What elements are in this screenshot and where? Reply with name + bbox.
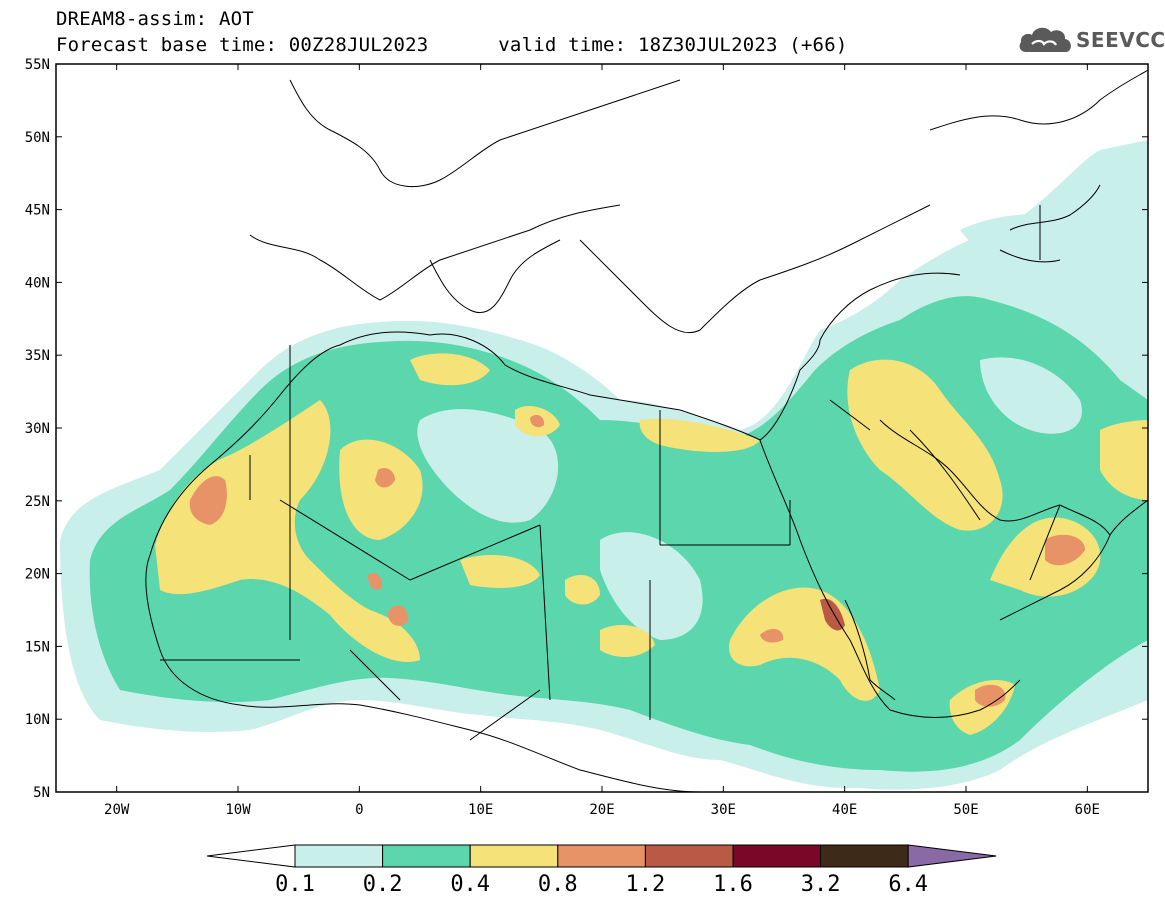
lat-label: 30N: [25, 421, 50, 437]
lat-label: 55N: [25, 57, 50, 73]
aot-band-0.4: [1100, 420, 1148, 500]
colorbar-labels: 0.1 0.2 0.4 0.8 1.2 1.6 3.2 6.4: [0, 872, 1165, 900]
aot-band-0.4: [460, 555, 540, 588]
colorbar-level-label: 0.1: [275, 872, 315, 897]
lat-label: 35N: [25, 348, 50, 364]
aot-band-0.8: [189, 476, 227, 525]
aot-band-0.8: [760, 628, 784, 643]
lon-label: 40E: [832, 802, 857, 818]
lat-label: 10N: [25, 712, 50, 728]
lon-label: 20W: [104, 802, 130, 818]
colorbar-swatch: [732, 844, 822, 868]
time-info: Forecast base time: 00Z28JUL2023 valid t…: [56, 34, 847, 56]
lon-label: 60E: [1075, 802, 1100, 818]
aot-band-0.8: [388, 605, 409, 626]
colorbar-arrow-low: [206, 844, 296, 868]
colorbar-arrow-high: [907, 844, 997, 868]
colorbar-level-label: 6.4: [888, 872, 929, 897]
colorbar-level-label: 1.2: [625, 872, 666, 897]
lon-label: 20E: [589, 802, 614, 818]
aot-band-0.8: [975, 684, 1006, 707]
aot-patch-low: [417, 409, 559, 523]
colorbar-swatch: [644, 844, 734, 868]
aot-band-0.8: [1045, 534, 1085, 566]
seevccc-logo: SEEVCCC: [1018, 22, 1165, 58]
colorbar-level-label: 0.8: [537, 872, 578, 897]
aot-band-0.4: [729, 587, 880, 701]
coastlines: [145, 69, 1148, 792]
colorbar-swatch: [557, 844, 646, 868]
lon-label: 10E: [468, 802, 493, 818]
lat-label: 5N: [33, 785, 50, 801]
colorbar: [206, 844, 997, 868]
aot-band-0.4: [410, 353, 490, 386]
latitude-axis: 55N 50N 45N 40N 35N 30N 25N 20N 15N 10N 5N: [25, 57, 1148, 801]
lat-label: 15N: [25, 639, 50, 655]
colorbar-level-label: 0.4: [450, 872, 491, 897]
aot-field: [60, 140, 1148, 790]
aot-band-0.4: [565, 575, 600, 605]
aot-band-0.4: [155, 400, 420, 662]
longitude-axis: 20W 10W 0 10E 20E 30E 40E 50E 60E: [104, 64, 1100, 818]
aot-band-0.8: [530, 414, 545, 428]
aot-band-0.4: [639, 418, 760, 452]
lat-label: 25N: [25, 494, 50, 510]
colorbar-level-label: 0.2: [362, 872, 403, 897]
lon-label: 50E: [953, 802, 978, 818]
base-time: Forecast base time: 00Z28JUL2023: [56, 34, 429, 56]
lat-label: 40N: [25, 275, 50, 291]
lat-label: 50N: [25, 130, 50, 146]
valid-time: valid time: 18Z30JUL2023 (+66): [498, 34, 848, 56]
aot-band-0.8: [368, 573, 383, 590]
aot-patch-low: [600, 532, 703, 640]
aot-band-0.4: [600, 625, 655, 657]
lat-label: 45N: [25, 203, 50, 219]
colorbar-swatch: [382, 844, 471, 868]
logo-text: SEEVCCC: [1076, 28, 1165, 52]
aot-patch-low: [980, 357, 1082, 434]
map-title: DREAM8-assim: AOT: [56, 8, 254, 30]
lon-label: 10W: [225, 802, 251, 818]
aot-patch-low: [960, 213, 1091, 266]
aot-band-0.4: [339, 439, 423, 540]
lon-label: 30E: [711, 802, 736, 818]
colorbar-swatch: [294, 844, 384, 868]
colorbar-level-label: 3.2: [800, 872, 841, 897]
lat-label: 20N: [25, 567, 50, 583]
aot-band-0.8: [375, 468, 395, 488]
cloud-icon: [1019, 27, 1071, 52]
lon-label: 0: [355, 802, 363, 818]
colorbar-swatch: [469, 844, 559, 868]
colorbar-swatch: [820, 844, 909, 868]
colorbar-level-label: 1.6: [713, 872, 753, 897]
